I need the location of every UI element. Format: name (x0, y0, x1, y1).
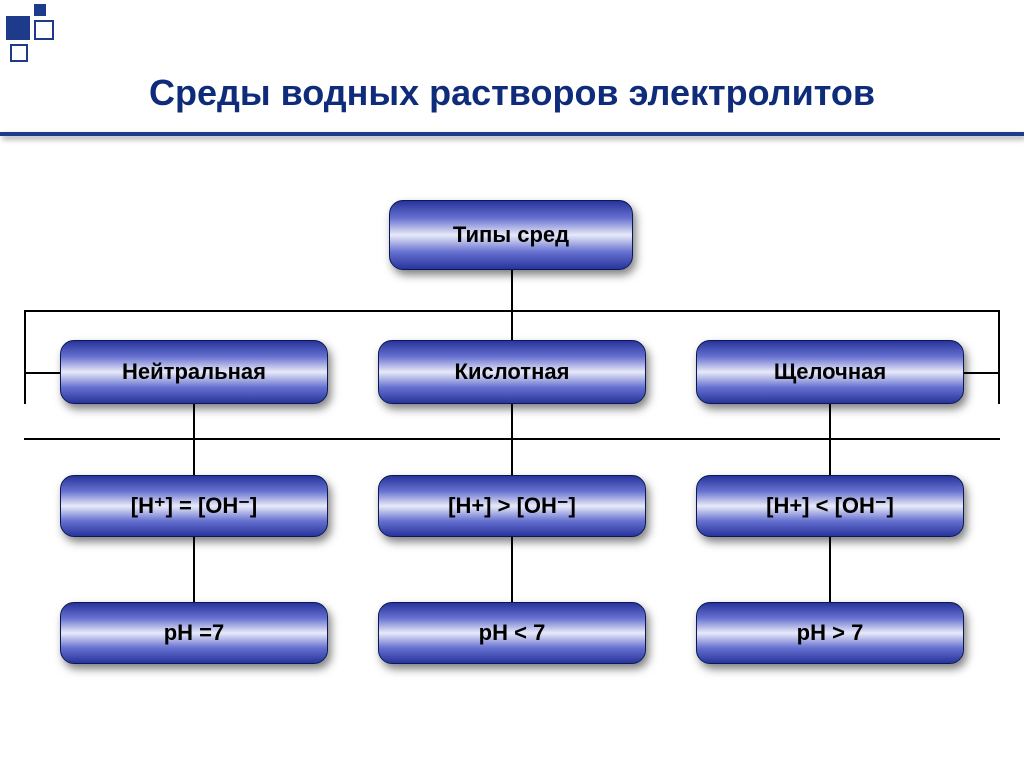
connector (24, 438, 1000, 440)
connector (964, 372, 1000, 374)
node-ph-alkaline: pH > 7 (696, 602, 964, 664)
title-underline (0, 132, 1024, 136)
node-root: Типы сред (389, 200, 633, 270)
node-label: pH < 7 (479, 620, 546, 646)
node-label: Щелочная (774, 359, 886, 385)
node-label: [H+] < [OH⁻] (766, 493, 894, 519)
connector (24, 372, 60, 374)
node-ion-alkaline: [H+] < [OH⁻] (696, 475, 964, 537)
node-ion-neutral: [H⁺] = [OH⁻] (60, 475, 328, 537)
node-alkaline: Щелочная (696, 340, 964, 404)
node-label: Кислотная (455, 359, 570, 385)
node-label: Нейтральная (122, 359, 266, 385)
connector (24, 310, 26, 404)
node-label: pH =7 (164, 620, 225, 646)
node-neutral: Нейтральная (60, 340, 328, 404)
node-label: pH > 7 (797, 620, 864, 646)
diagram-title: Среды водных растворов электролитов (0, 72, 1024, 122)
node-label: [H⁺] = [OH⁻] (131, 493, 258, 519)
node-ion-acidic: [H+] > [OH⁻] (378, 475, 646, 537)
node-label: [H+] > [OH⁻] (448, 493, 576, 519)
connector (829, 537, 831, 602)
node-acidic: Кислотная (378, 340, 646, 404)
connector (511, 270, 513, 310)
node-label: Типы сред (453, 222, 569, 248)
connector (511, 537, 513, 602)
connector (998, 310, 1000, 404)
title-text: Среды водных растворов электролитов (149, 72, 875, 122)
connector (193, 537, 195, 602)
connector (511, 310, 513, 340)
node-ph-neutral: pH =7 (60, 602, 328, 664)
node-ph-acidic: pH < 7 (378, 602, 646, 664)
flowchart: Типы сред Нейтральная Кислотная Щелочная… (0, 170, 1024, 720)
